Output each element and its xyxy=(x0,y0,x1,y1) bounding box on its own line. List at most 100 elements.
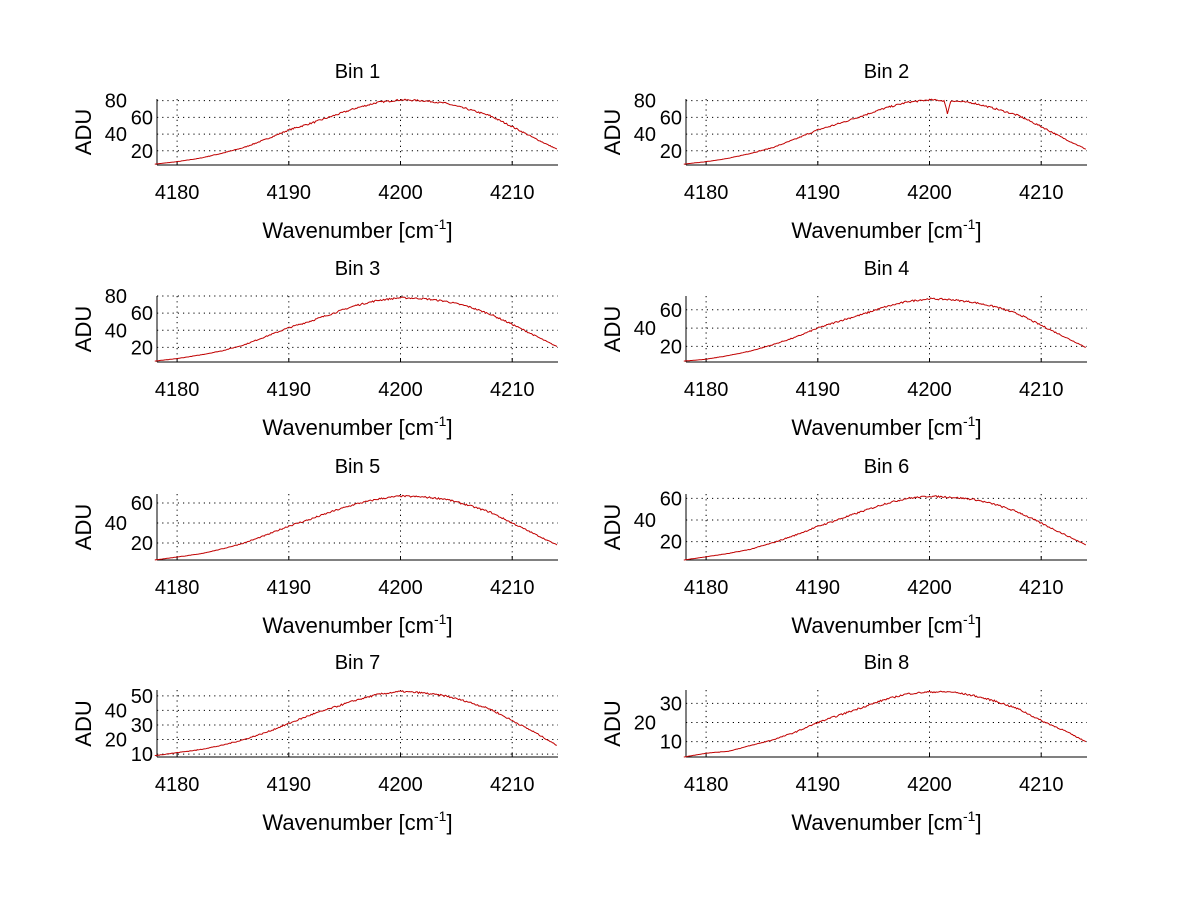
y-tick-label: 30 xyxy=(660,693,682,715)
x-axis-label-superscript: -1 xyxy=(963,611,976,627)
x-tick-label: 4210 xyxy=(1019,774,1064,796)
x-axis-label-end: ] xyxy=(446,613,452,638)
x-tick-label: 4210 xyxy=(490,379,535,401)
series-line xyxy=(154,98,558,165)
x-axis-label-text: Wavenumber [cm xyxy=(262,613,434,638)
subplot-title: Bin 3 xyxy=(335,258,381,280)
subplot-title: Bin 6 xyxy=(864,456,910,478)
subplot-title: Bin 7 xyxy=(335,652,381,674)
x-tick-label: 4180 xyxy=(155,577,200,599)
x-axis-label-superscript: -1 xyxy=(963,808,976,824)
x-tick-label: 4190 xyxy=(267,577,312,599)
x-tick-label: 4210 xyxy=(490,577,535,599)
x-tick-label: 4200 xyxy=(378,774,423,796)
x-tick-label: 4200 xyxy=(907,577,952,599)
subplot-title: Bin 8 xyxy=(864,652,910,674)
x-axis-label-text: Wavenumber [cm xyxy=(262,218,434,243)
y-tick-label: 20 xyxy=(660,532,682,554)
x-tick-label: 4180 xyxy=(684,577,729,599)
series-line xyxy=(154,296,558,362)
x-axis-label-text: Wavenumber [cm xyxy=(262,810,434,835)
series-line xyxy=(683,98,1087,165)
x-axis-label-end: ] xyxy=(975,810,981,835)
subplot-title: Bin 2 xyxy=(864,61,910,83)
x-axis-label: Wavenumber [cm-1] xyxy=(791,808,981,835)
x-tick-label: 4190 xyxy=(796,577,841,599)
x-tick-label: 4180 xyxy=(155,379,200,401)
x-axis-label-text: Wavenumber [cm xyxy=(791,810,963,835)
y-tick-label: 20 xyxy=(634,713,656,735)
subplot-title: Bin 5 xyxy=(335,456,381,478)
y-tick-label: 80 xyxy=(105,286,127,308)
x-tick-label: 4190 xyxy=(796,379,841,401)
x-axis-label-superscript: -1 xyxy=(434,611,447,627)
subplot-title: Bin 1 xyxy=(335,61,381,83)
x-tick-label: 4190 xyxy=(267,774,312,796)
y-tick-label: 40 xyxy=(105,700,127,722)
y-tick-label: 40 xyxy=(634,124,656,146)
x-axis-label: Wavenumber [cm-1] xyxy=(791,216,981,243)
y-axis-label: ADU xyxy=(600,306,625,352)
y-tick-label: 60 xyxy=(131,107,153,129)
y-tick-label: 60 xyxy=(660,300,682,322)
x-tick-label: 4210 xyxy=(490,182,535,204)
x-axis-label-end: ] xyxy=(975,613,981,638)
y-tick-label: 20 xyxy=(660,141,682,163)
y-tick-label: 40 xyxy=(634,318,656,340)
x-tick-label: 4200 xyxy=(378,577,423,599)
series-line xyxy=(683,690,1087,758)
y-tick-label: 30 xyxy=(131,715,153,737)
x-axis-label: Wavenumber [cm-1] xyxy=(791,413,981,440)
y-axis-label: ADU xyxy=(600,700,625,746)
y-tick-label: 40 xyxy=(634,510,656,532)
x-tick-label: 4200 xyxy=(907,774,952,796)
x-tick-label: 4180 xyxy=(684,379,729,401)
x-axis-label: Wavenumber [cm-1] xyxy=(262,808,452,835)
y-tick-label: 20 xyxy=(131,337,153,359)
x-axis-label-superscript: -1 xyxy=(434,216,447,232)
y-tick-label: 20 xyxy=(131,141,153,163)
x-axis-label-superscript: -1 xyxy=(963,216,976,232)
y-tick-label: 10 xyxy=(131,744,153,766)
y-tick-label: 80 xyxy=(634,91,656,113)
x-tick-label: 4180 xyxy=(155,182,200,204)
y-axis-label: ADU xyxy=(71,700,96,746)
x-axis-label-text: Wavenumber [cm xyxy=(791,415,963,440)
x-tick-label: 4200 xyxy=(907,182,952,204)
y-tick-label: 40 xyxy=(105,124,127,146)
y-tick-label: 60 xyxy=(131,303,153,325)
series-line xyxy=(154,494,558,561)
x-axis-label-superscript: -1 xyxy=(434,413,447,429)
y-tick-label: 60 xyxy=(660,488,682,510)
y-axis-label: ADU xyxy=(600,504,625,550)
x-axis-label: Wavenumber [cm-1] xyxy=(791,611,981,638)
y-tick-label: 20 xyxy=(660,336,682,358)
x-axis-label-end: ] xyxy=(446,810,452,835)
series-line xyxy=(154,690,557,757)
x-tick-label: 4190 xyxy=(267,379,312,401)
x-tick-label: 4210 xyxy=(1019,182,1064,204)
x-axis-label-text: Wavenumber [cm xyxy=(791,613,963,638)
x-tick-label: 4200 xyxy=(907,379,952,401)
y-axis-label: ADU xyxy=(71,306,96,352)
x-axis-label: Wavenumber [cm-1] xyxy=(262,413,452,440)
x-tick-label: 4190 xyxy=(796,774,841,796)
x-tick-label: 4180 xyxy=(155,774,200,796)
x-tick-label: 4190 xyxy=(796,182,841,204)
y-tick-label: 60 xyxy=(131,493,153,515)
y-tick-label: 50 xyxy=(131,686,153,708)
y-tick-label: 60 xyxy=(660,107,682,129)
x-axis-label-end: ] xyxy=(975,415,981,440)
x-tick-label: 4210 xyxy=(490,774,535,796)
y-tick-label: 20 xyxy=(105,730,127,752)
y-axis-label: ADU xyxy=(71,504,96,550)
x-tick-label: 4210 xyxy=(1019,379,1064,401)
